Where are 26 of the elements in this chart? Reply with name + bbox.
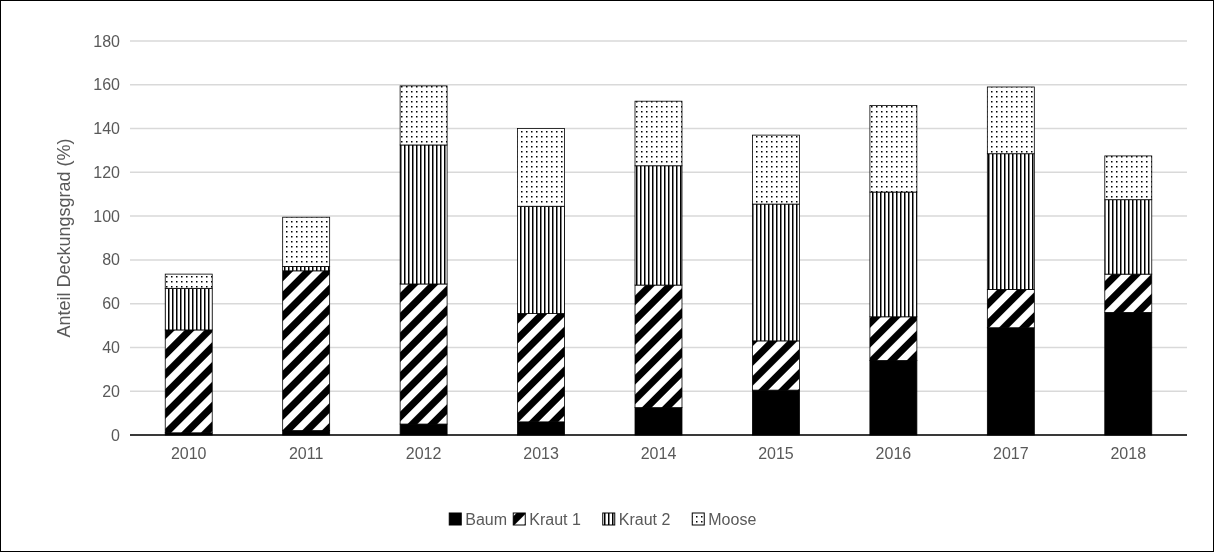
x-tick-label: 2018: [1110, 445, 1147, 462]
x-tick-label: 2016: [875, 445, 912, 462]
legend-label: Kraut 2: [618, 510, 671, 528]
legend-label: Moose: [708, 510, 757, 528]
x-tick-label: 2015: [758, 445, 794, 462]
y-tick-label: 20: [102, 382, 121, 400]
y-tick-label: 180: [93, 32, 121, 50]
y-tick-label: 160: [93, 76, 121, 94]
bar: [282, 270, 331, 432]
x-tick-label: 2012: [405, 445, 442, 462]
legend-label: Baum: [465, 510, 508, 528]
bar: [282, 216, 331, 267]
y-axis-title: Anteil Deckungsgrad (%): [54, 138, 74, 338]
x-tick-label: 2013: [523, 445, 559, 462]
y-tick-label: 0: [111, 426, 121, 444]
legend-label: Kraut 1: [529, 510, 581, 528]
y-tick-label: 120: [93, 163, 121, 181]
y-tick-label: 100: [93, 207, 121, 225]
y-tick-label: 80: [102, 251, 121, 269]
x-tick-label: 2010: [170, 445, 207, 462]
x-tick-label: 2014: [640, 445, 677, 462]
y-tick-label: 60: [102, 295, 121, 313]
y-tick-label: 140: [93, 120, 121, 138]
x-tick-label: 2017: [993, 445, 1029, 462]
y-tick-label: 40: [102, 339, 121, 357]
x-tick-label: 2011: [288, 445, 324, 462]
